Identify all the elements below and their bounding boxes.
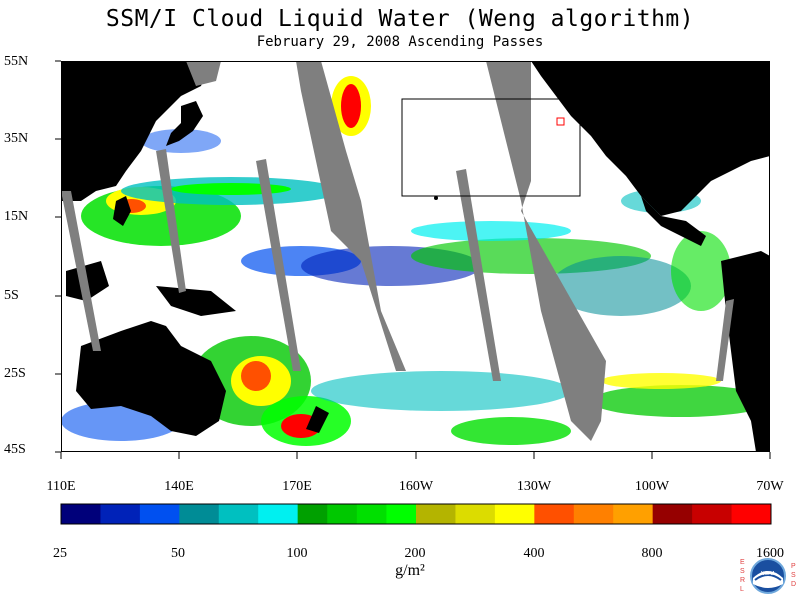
logo-center-text: NOAA <box>761 571 776 577</box>
map-subtitle: February 29, 2008 Ascending Passes <box>256 34 544 50</box>
land-australia <box>76 321 226 436</box>
lon-label-130w: 130W <box>516 479 552 494</box>
map-ticks <box>55 60 771 459</box>
colorbar-swatch <box>100 504 141 524</box>
land-central-america <box>641 196 706 246</box>
land-north-america <box>531 61 770 216</box>
colorbar-swatch <box>692 504 733 524</box>
colorbar-swatch <box>258 504 299 524</box>
lon-label-70w: 70W <box>756 479 784 494</box>
lat-label-55n: 55N <box>4 54 29 69</box>
lon-label-160w: 160W <box>398 479 434 494</box>
gap-swath-2 <box>156 149 186 293</box>
gap-swath-5 <box>716 299 734 381</box>
colorbar-tick-800: 800 <box>641 546 663 561</box>
logo-left-e: E <box>740 559 745 566</box>
cloud-water-map <box>61 61 770 452</box>
land-asia <box>61 61 211 201</box>
lat-label-15n: 15N <box>4 209 29 224</box>
land-new-guinea <box>156 286 236 316</box>
colorbar-swatch <box>179 504 220 524</box>
cloud-field <box>61 66 770 446</box>
logo-right-text: P S D <box>791 563 798 588</box>
lat-label-5s: 5S <box>4 288 19 303</box>
inset-region-box <box>401 98 581 197</box>
colorbar-swatch <box>652 504 693 524</box>
red-marker <box>556 117 565 126</box>
lat-label-25s: 25S <box>4 366 26 381</box>
land-japan <box>166 101 203 146</box>
colorbar-swatch <box>494 504 535 524</box>
colorbar-units: g/m² <box>395 562 425 579</box>
gap-wide-center <box>486 61 606 441</box>
colorbar-swatch <box>416 504 456 524</box>
lat-label-45s: 45S <box>4 442 26 457</box>
no-data-gaps <box>61 61 734 441</box>
colorbar-swatch <box>731 504 772 524</box>
colorbar-tick-50: 50 <box>171 546 185 561</box>
colorbar-tick-100: 100 <box>286 546 308 561</box>
colorbar-tick-200: 200 <box>404 546 426 561</box>
colorbar-swatch <box>327 504 358 524</box>
logo-left-text: E S R L <box>740 559 747 593</box>
colorbar-swatch <box>61 504 101 524</box>
logo-left-s: S <box>740 568 745 575</box>
gap-swath-1 <box>61 191 101 351</box>
colorbar-swatch <box>218 504 259 524</box>
logo-right-s: S <box>791 572 796 579</box>
logo-left-l: L <box>740 586 744 593</box>
logo-left-r: R <box>740 577 745 584</box>
colorbar-swatch <box>573 504 614 524</box>
lon-label-170e: 170E <box>282 479 312 494</box>
colorbar-border <box>60 503 772 525</box>
lat-label-35n: 35N <box>4 131 29 146</box>
colorbar-swatch <box>297 504 328 524</box>
gap-asia-north <box>186 61 221 86</box>
colorbar-swatch <box>386 504 417 524</box>
map-title: SSM/I Cloud Liquid Water (Weng algorithm… <box>105 6 695 32</box>
colorbar-tick-25: 25 <box>53 546 67 561</box>
land-philippines <box>113 196 131 226</box>
land-new-zealand <box>306 406 329 433</box>
lon-label-140e: 140E <box>164 479 194 494</box>
gap-swath-4 <box>456 169 501 381</box>
colorbar-tick-400: 400 <box>523 546 545 561</box>
colorbar-swatch <box>356 504 387 524</box>
gap-swath-3 <box>256 159 301 371</box>
logo-right-p: P <box>791 563 796 570</box>
colorbar-tick-1600: 1600 <box>756 546 784 561</box>
colorbar <box>60 503 772 525</box>
lon-label-100w: 100W <box>634 479 670 494</box>
colorbar-swatch <box>534 504 575 524</box>
gap-central-pacific <box>296 61 406 371</box>
colorbar-swatch <box>455 504 496 524</box>
logo-right-d: D <box>791 581 796 588</box>
lon-label-110e: 110E <box>46 479 76 494</box>
colorbar-swatch <box>613 504 654 524</box>
noaa-logo: NOAA E S R L P S D <box>740 558 798 594</box>
colorbar-swatch <box>139 504 180 524</box>
